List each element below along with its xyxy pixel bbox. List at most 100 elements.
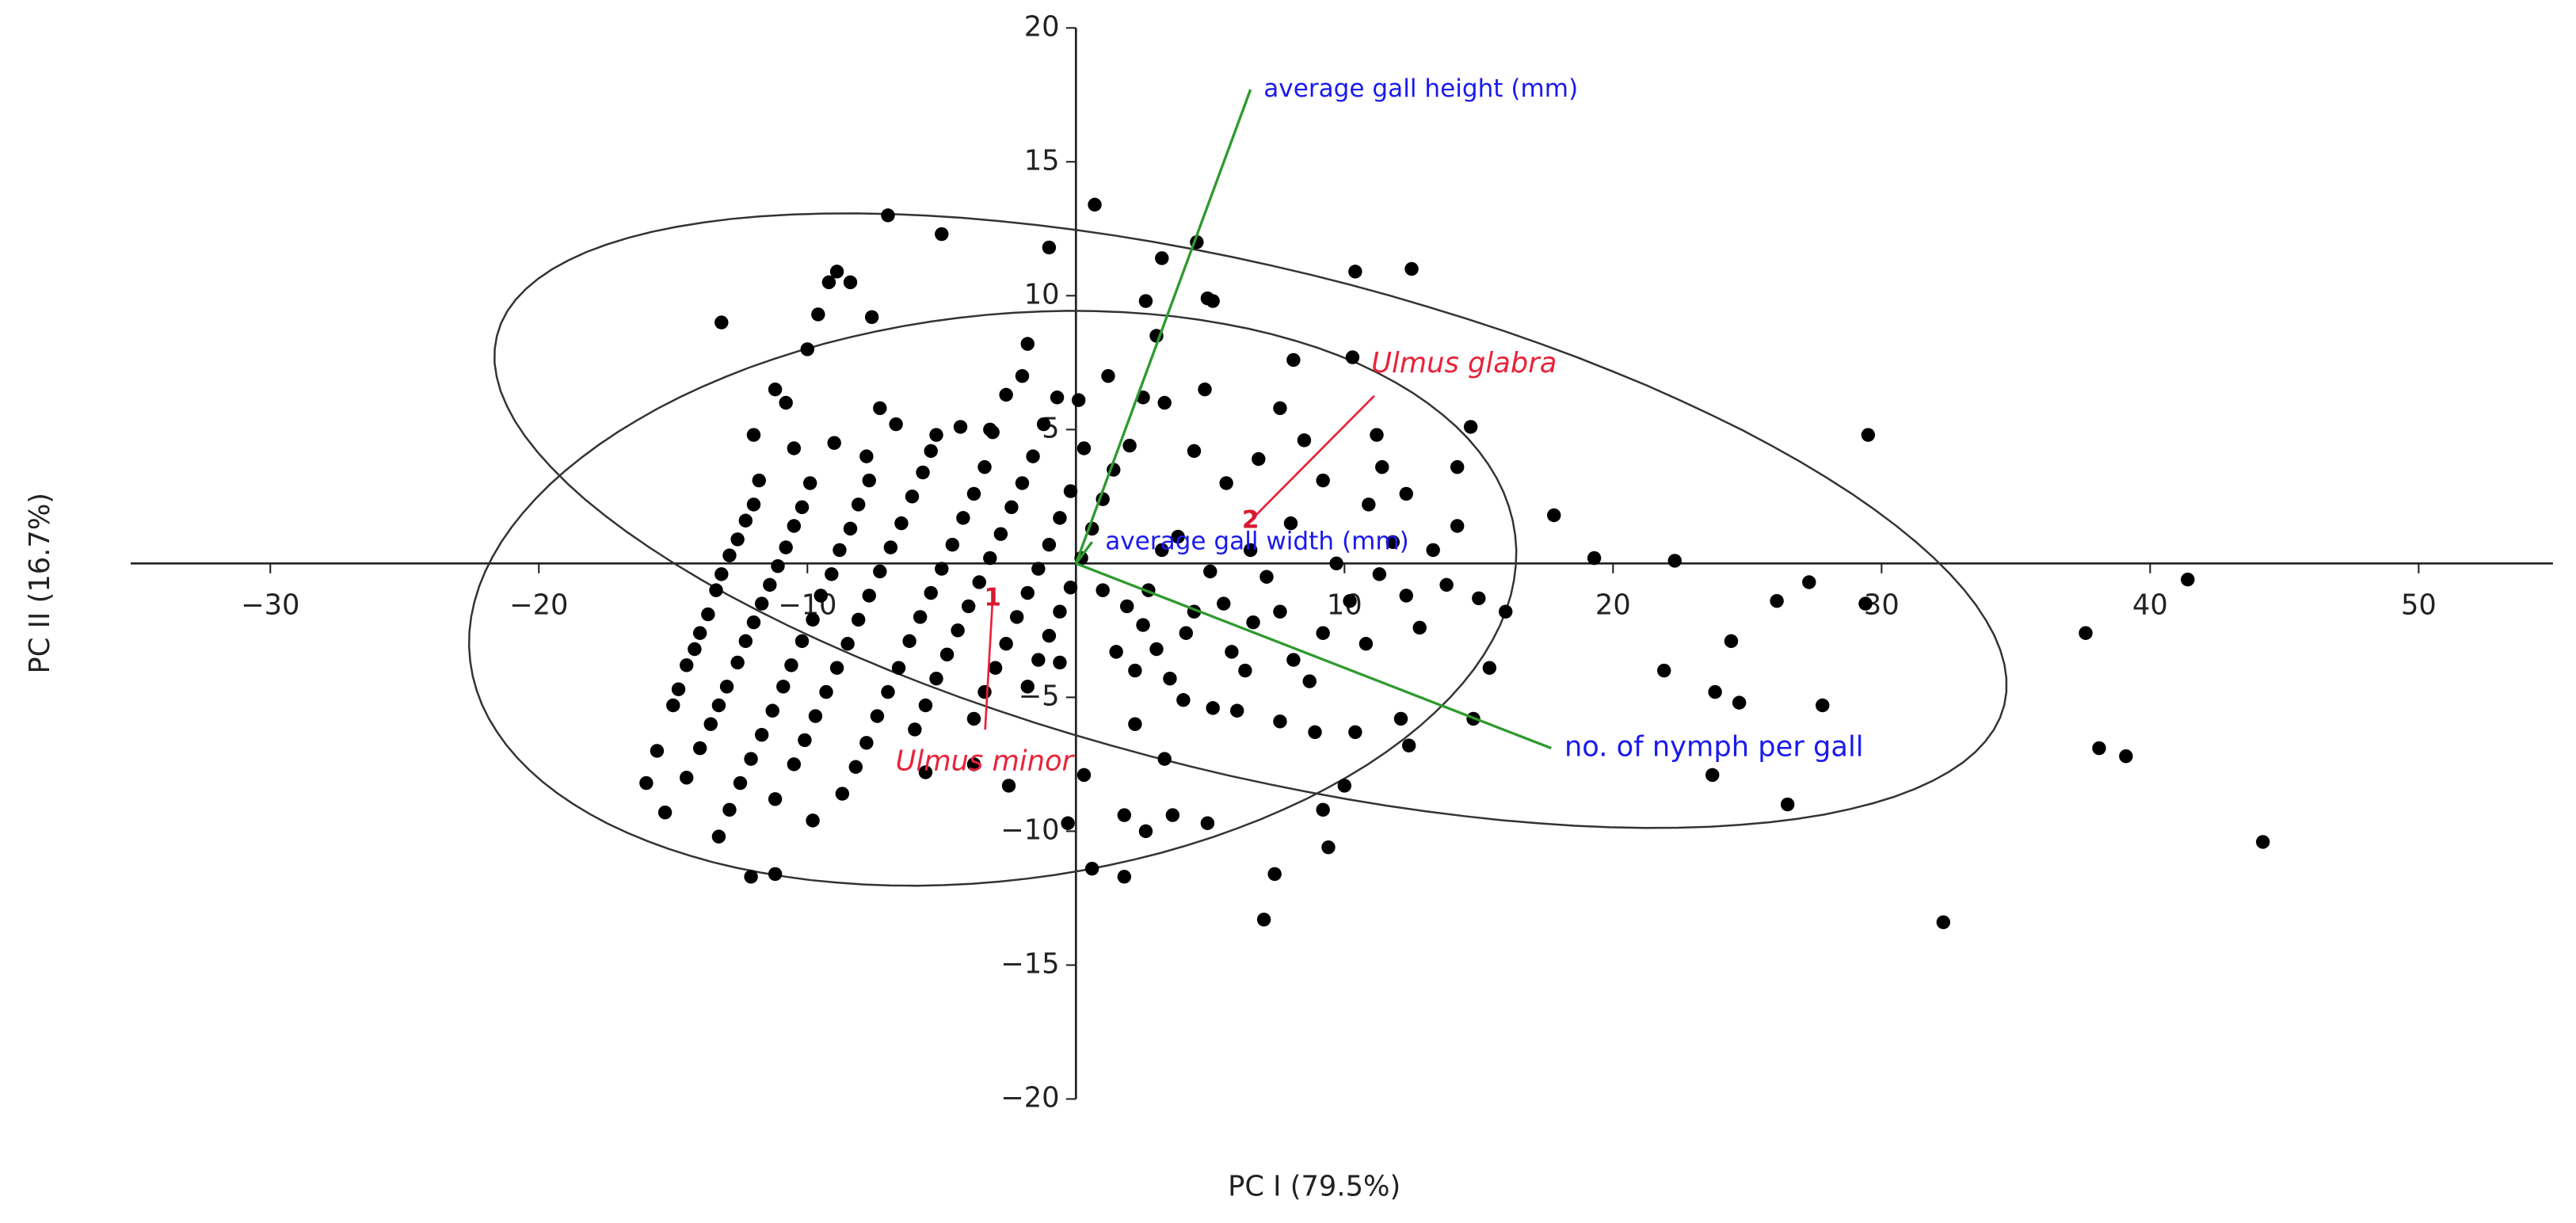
point bbox=[848, 760, 863, 774]
point bbox=[1816, 698, 1830, 713]
point bbox=[889, 417, 903, 432]
point bbox=[825, 567, 839, 581]
point bbox=[754, 596, 769, 611]
point bbox=[1370, 428, 1384, 442]
point bbox=[1321, 840, 1336, 855]
point bbox=[905, 490, 920, 504]
point bbox=[1136, 618, 1150, 632]
point bbox=[1042, 628, 1057, 643]
point bbox=[1109, 645, 1123, 659]
point bbox=[1499, 604, 1513, 619]
point bbox=[924, 585, 938, 600]
point bbox=[945, 537, 960, 552]
point bbox=[1399, 589, 1413, 603]
point bbox=[953, 420, 968, 434]
point bbox=[1439, 577, 1454, 592]
point bbox=[1128, 717, 1142, 731]
point bbox=[1267, 867, 1282, 882]
point bbox=[1004, 500, 1019, 515]
point bbox=[701, 607, 715, 622]
point bbox=[966, 711, 981, 726]
point bbox=[650, 744, 665, 758]
point bbox=[1138, 294, 1153, 308]
point bbox=[1187, 444, 1202, 459]
point bbox=[843, 275, 858, 290]
point bbox=[811, 307, 825, 322]
point bbox=[798, 733, 812, 748]
point bbox=[961, 599, 976, 614]
point bbox=[1163, 671, 1177, 686]
point bbox=[966, 757, 981, 772]
point bbox=[1061, 816, 1075, 830]
point bbox=[1050, 391, 1065, 405]
point bbox=[1176, 693, 1191, 707]
point bbox=[1372, 567, 1387, 581]
point bbox=[1053, 511, 1067, 525]
x-axis-label: PC I (79.5%) bbox=[1228, 1170, 1400, 1202]
point bbox=[1096, 583, 1110, 597]
point bbox=[1463, 420, 1478, 434]
point bbox=[1256, 912, 1271, 927]
point bbox=[993, 527, 1008, 541]
point bbox=[639, 775, 654, 791]
point bbox=[1243, 543, 1258, 558]
point bbox=[951, 623, 965, 638]
point bbox=[1149, 642, 1164, 657]
point bbox=[800, 342, 814, 356]
point bbox=[1273, 401, 1287, 415]
point bbox=[1732, 695, 1747, 710]
point bbox=[966, 486, 981, 501]
point bbox=[1286, 653, 1301, 667]
point bbox=[881, 684, 895, 699]
point bbox=[1252, 451, 1266, 467]
point bbox=[829, 661, 844, 675]
point bbox=[1042, 240, 1057, 255]
point bbox=[1179, 626, 1194, 640]
point bbox=[1936, 915, 1951, 930]
point bbox=[1404, 261, 1419, 276]
point bbox=[972, 575, 986, 589]
point bbox=[935, 562, 949, 576]
group-name: Ulmus glabra bbox=[1371, 347, 1557, 379]
point bbox=[843, 521, 858, 536]
point bbox=[657, 806, 673, 820]
point bbox=[768, 867, 783, 882]
point bbox=[722, 802, 737, 817]
point bbox=[1858, 596, 1873, 611]
y-tick-label: 10 bbox=[1024, 278, 1060, 311]
point bbox=[873, 564, 887, 579]
loading-vector bbox=[1074, 89, 1252, 564]
point bbox=[864, 310, 879, 325]
point bbox=[1246, 615, 1260, 630]
point bbox=[1362, 497, 1376, 512]
point bbox=[891, 661, 906, 675]
point bbox=[1225, 645, 1239, 659]
point bbox=[711, 829, 726, 844]
point bbox=[894, 516, 909, 531]
point bbox=[1337, 779, 1352, 793]
point bbox=[851, 497, 866, 512]
point bbox=[1203, 564, 1218, 579]
point bbox=[1412, 620, 1427, 635]
point bbox=[1084, 861, 1099, 876]
point bbox=[806, 813, 820, 828]
point bbox=[2181, 572, 2195, 587]
point bbox=[1155, 251, 1169, 265]
point bbox=[787, 757, 802, 772]
point bbox=[711, 698, 726, 713]
point bbox=[1117, 870, 1132, 884]
group-name: Ulmus minor bbox=[896, 745, 1076, 778]
group-ellipse bbox=[467, 310, 1518, 887]
point bbox=[1273, 604, 1287, 619]
point bbox=[1206, 294, 1220, 308]
point bbox=[988, 661, 1003, 675]
x-tick-label: 20 bbox=[1595, 589, 1631, 621]
point bbox=[688, 642, 702, 657]
point bbox=[1708, 684, 1722, 699]
point bbox=[1219, 476, 1233, 490]
loading-vector bbox=[1074, 541, 1093, 565]
x-tick-label: −20 bbox=[509, 589, 568, 621]
loading-label: no. of nymph per gall bbox=[1564, 731, 1864, 764]
point bbox=[913, 610, 928, 624]
point bbox=[808, 709, 823, 723]
